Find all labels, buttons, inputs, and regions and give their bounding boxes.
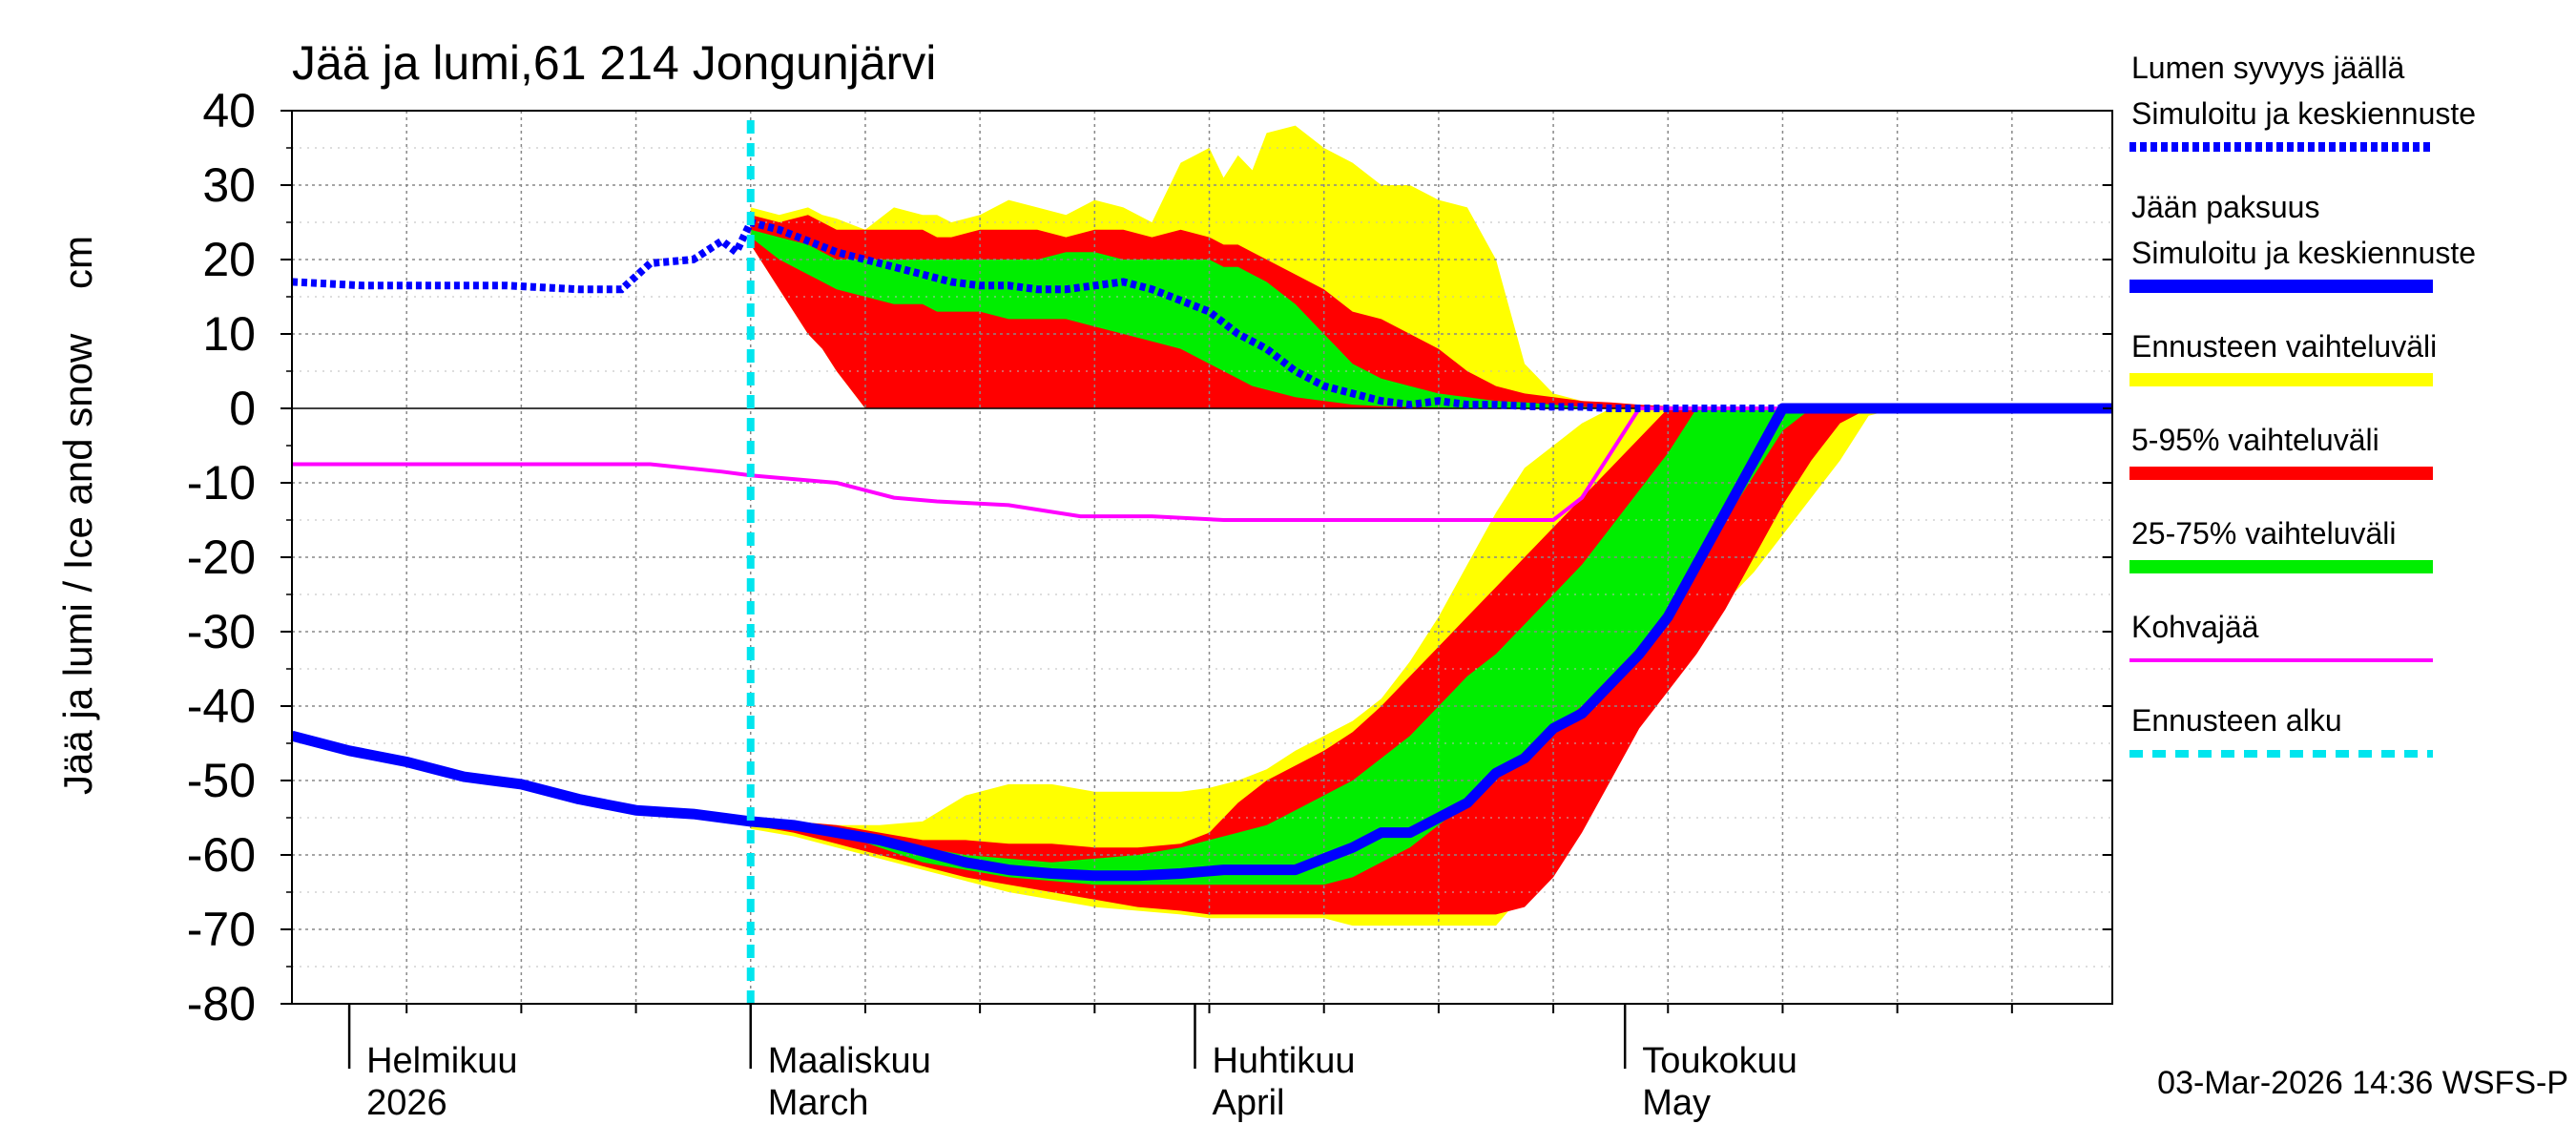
grid xyxy=(292,111,2112,1004)
legend-label: 5-95% vaihteluväli xyxy=(2131,423,2379,457)
y-tick-label: 40 xyxy=(202,84,256,137)
legend-label: Ennusteen vaihteluväli xyxy=(2131,329,2437,364)
y-axis-label: Jää ja lumi / Ice and snow cm xyxy=(55,236,100,795)
month-sublabel: April xyxy=(1212,1083,1284,1123)
month-sublabel: March xyxy=(768,1083,869,1123)
month-label: Toukokuu xyxy=(1642,1041,1797,1081)
legend-label: Simuloitu ja keskiennuste xyxy=(2131,96,2476,131)
y-tick-label: -40 xyxy=(187,679,256,733)
month-label: Helmikuu xyxy=(366,1041,517,1081)
legend-label: Kohvajää xyxy=(2131,610,2259,644)
legend: Lumen syvyys jäällä Simuloitu ja keskienn… xyxy=(2129,51,2476,758)
month-label: Huhtikuu xyxy=(1212,1041,1355,1081)
y-tick-label: 20 xyxy=(202,233,256,286)
y-tick-label: 30 xyxy=(202,158,256,212)
ice-thickness-line xyxy=(290,403,2112,882)
month-sublabel: 2026 xyxy=(366,1083,447,1123)
y-tick-label: 10 xyxy=(202,307,256,361)
legend-label: Lumen syvyys jäällä xyxy=(2131,51,2405,85)
y-tick-label: -30 xyxy=(187,605,256,658)
legend-label: Ennusteen alku xyxy=(2131,703,2342,738)
snow-band-green xyxy=(750,229,1726,408)
y-tick-label: -60 xyxy=(187,828,256,882)
kohvajaa-line xyxy=(292,406,2112,522)
y-tick-label: -20 xyxy=(187,531,256,584)
month-label: Maaliskuu xyxy=(768,1041,931,1081)
month-sublabel: May xyxy=(1642,1083,1711,1123)
y-tick-label: -80 xyxy=(187,977,256,1030)
series-lines xyxy=(290,120,2112,1004)
chart-title: Jää ja lumi,61 214 Jongunjärvi xyxy=(292,36,936,90)
legend-label: Jään paksuus xyxy=(2131,190,2319,224)
y-tick-label: -10 xyxy=(187,456,256,510)
timestamp: 03-Mar-2026 14:36 WSFS-P xyxy=(2157,1065,2568,1101)
y-tick-label: -50 xyxy=(187,754,256,807)
y-tick-label: -70 xyxy=(187,903,256,956)
legend-label: Simuloitu ja keskiennuste xyxy=(2131,236,2476,270)
legend-label: 25-75% vaihteluväli xyxy=(2131,516,2397,551)
y-tick-label: 0 xyxy=(229,382,256,435)
axes: 40 30 20 10 0 -10 -20 -30 -40 -50 -60 -70 -80 Helmiku… xyxy=(187,84,2113,1123)
